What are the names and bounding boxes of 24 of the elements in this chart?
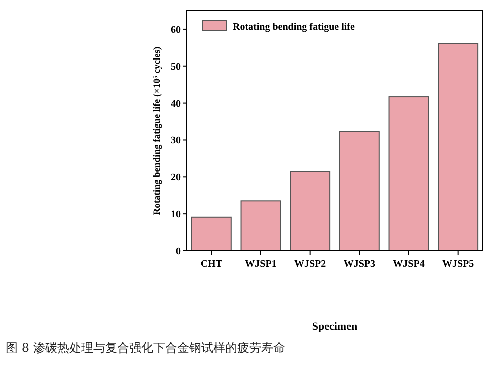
x-tick-label: WJSP4 bbox=[393, 259, 425, 270]
x-tick-label: WJSP1 bbox=[245, 259, 277, 270]
legend-label: Rotating bending fatigue life bbox=[233, 22, 356, 33]
bar bbox=[290, 171, 331, 252]
x-axis-title: Specimen bbox=[312, 321, 358, 333]
y-tick-label: 10 bbox=[171, 210, 181, 221]
legend: Rotating bending fatigue life bbox=[202, 20, 355, 33]
y-tick-label: 40 bbox=[171, 98, 181, 110]
caption: 图 8 渗碳热处理与复合强化下合金钢试样的疲劳寿命 bbox=[6, 341, 286, 355]
x-tick-label: WJSP2 bbox=[294, 259, 326, 270]
x-tick-label: WJSP3 bbox=[344, 259, 376, 270]
bar bbox=[339, 131, 380, 252]
y-tick-label: 50 bbox=[171, 62, 181, 73]
y-tick-label: 30 bbox=[171, 136, 181, 147]
x-tick-label: WJSP5 bbox=[442, 259, 474, 270]
y-axis-title: Rotating bending fatigue life (×10⁵ cycles) bbox=[153, 46, 163, 216]
y-tick-label: 0 bbox=[176, 246, 181, 258]
bar bbox=[388, 96, 430, 252]
bar bbox=[240, 200, 282, 252]
y-tick-label: 20 bbox=[171, 172, 181, 184]
x-tick-label: CHT bbox=[200, 259, 223, 270]
bar bbox=[191, 216, 232, 252]
y-tick-label: 60 bbox=[171, 24, 181, 36]
bar bbox=[438, 43, 479, 252]
